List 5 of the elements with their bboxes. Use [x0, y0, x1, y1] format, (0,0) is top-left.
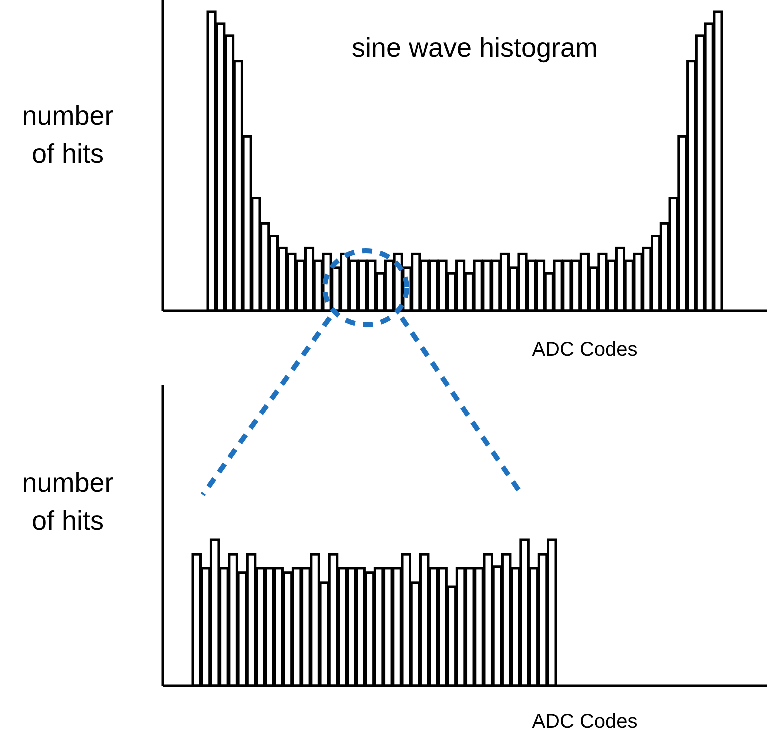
y-axis-title: number of hits — [22, 468, 114, 536]
x-axis-title: ADC Codes — [532, 339, 638, 361]
y-axis-title: number of hits — [22, 101, 114, 169]
x-axis-title: ADC Codes — [532, 711, 638, 733]
text: sine wave histogram — [352, 33, 598, 63]
